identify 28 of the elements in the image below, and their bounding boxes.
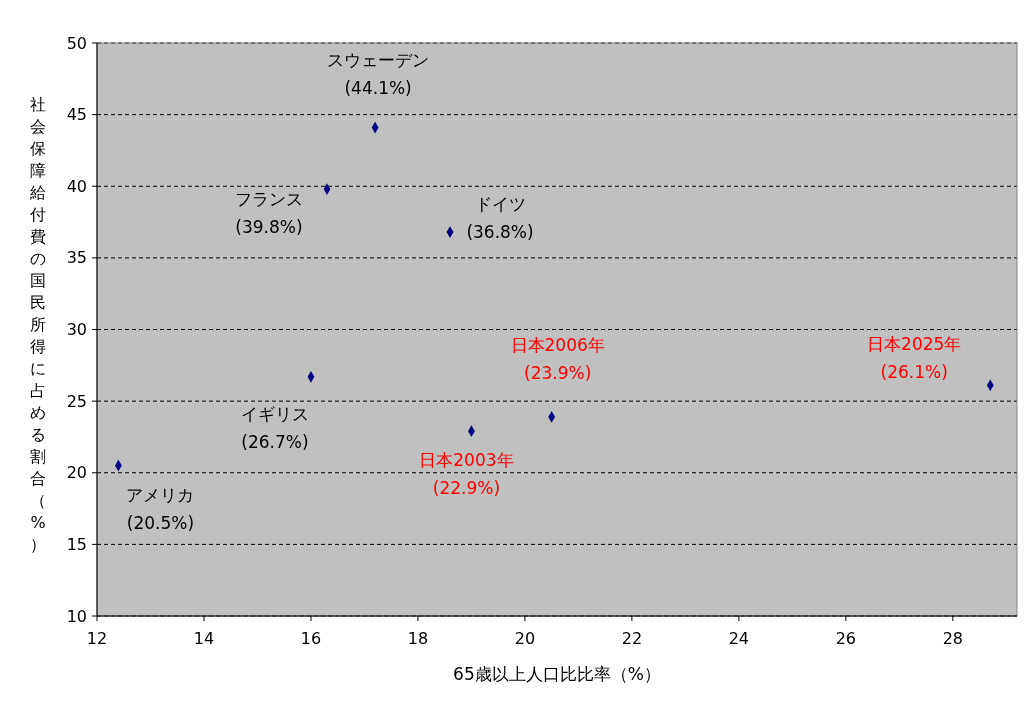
text: 社会保障給付費の国民所得に占める割合（%） [30, 94, 46, 554]
x-tick-label: 16 [300, 629, 322, 648]
y-tick-label: 40 [66, 176, 87, 196]
y-tick-label: 25 [66, 391, 87, 411]
x-tick-label: 20 [514, 629, 536, 648]
data-label: 日本2006年 (23.9%) [510, 334, 605, 383]
data-label: スウェーデン (44.1%) [327, 50, 430, 99]
x-tick-label: 12 [86, 629, 108, 648]
y-tick-label: 15 [66, 534, 87, 554]
y-tick-label: 10 [66, 606, 87, 626]
y-tick-label: 45 [66, 105, 87, 125]
data-label: アメリカ (20.5%) [126, 484, 195, 533]
x-tick-label: 22 [621, 629, 643, 648]
data-label: 日本2025年 (26.1%) [867, 334, 962, 383]
y-tick-label: 20 [66, 463, 87, 483]
y-tick-label: 35 [66, 248, 87, 268]
x-tick-label: 28 [942, 629, 963, 648]
x-axis-title: 65歳以上人口比比率（%） [453, 664, 661, 684]
x-tick-label: 14 [193, 629, 215, 648]
data-label: ドイツ (36.8%) [466, 194, 534, 243]
data-label: フランス (39.8%) [235, 189, 303, 238]
data-label: イギリス (26.7%) [240, 403, 309, 452]
x-tick-label: 24 [728, 629, 750, 648]
x-tick-label: 26 [835, 629, 857, 648]
x-tick-label: 18 [407, 629, 429, 648]
data-label: 日本2003年 (22.9%) [419, 450, 514, 499]
y-tick-label: 30 [66, 320, 87, 340]
y-tick-label: 50 [66, 33, 87, 53]
